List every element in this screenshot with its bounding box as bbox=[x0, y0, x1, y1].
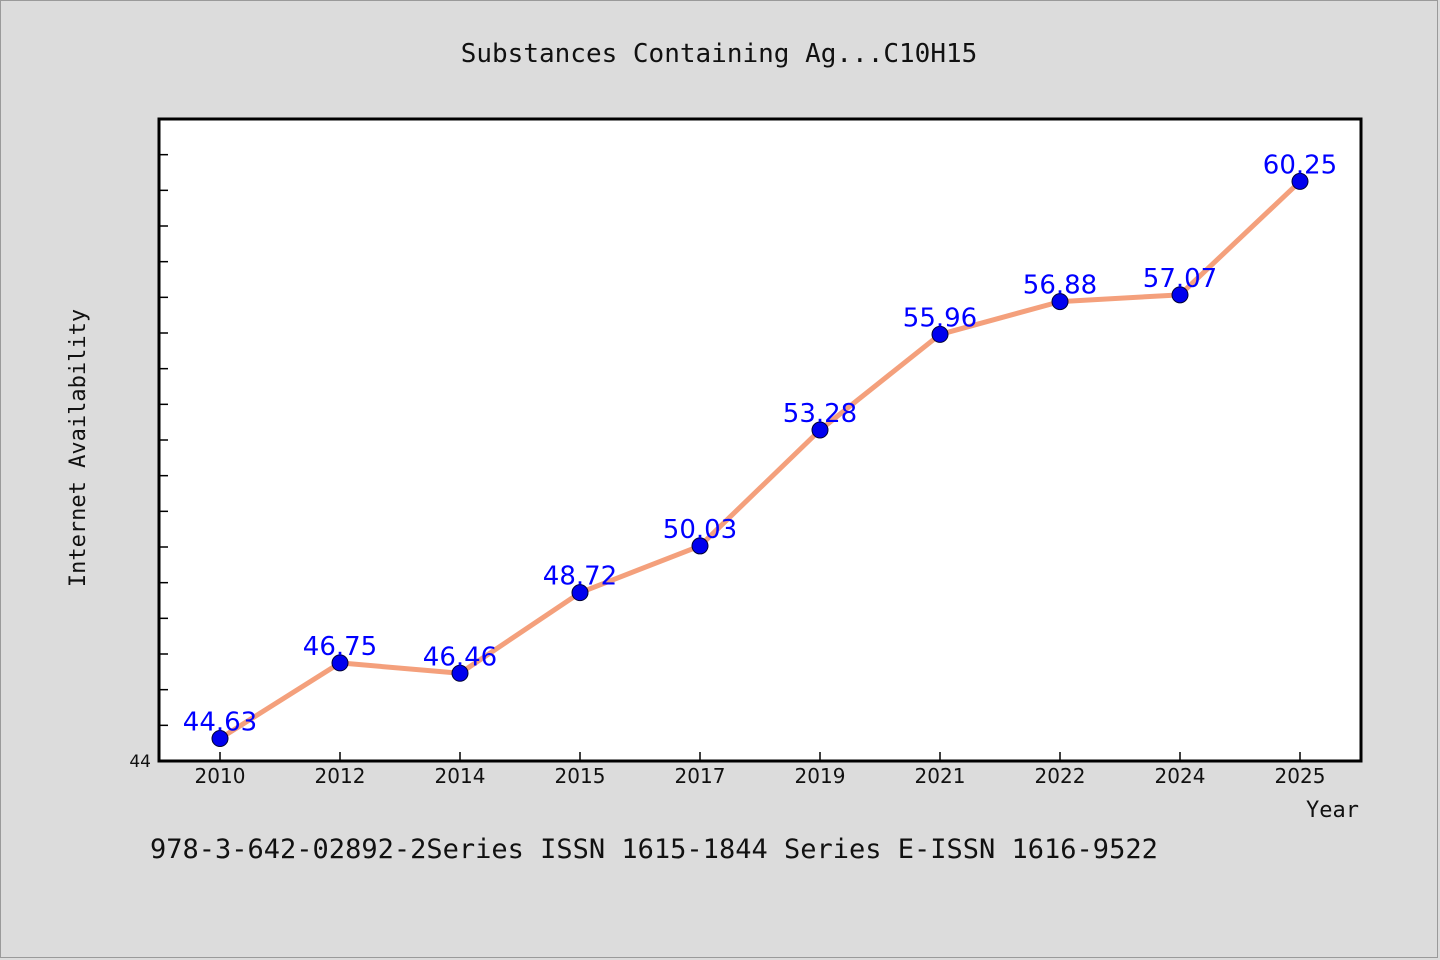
data-label: 60.25 bbox=[1263, 150, 1337, 180]
x-axis-ticks: 2010 2012 2014 2015 2017 2019 2021 2022 2024 2025 bbox=[195, 752, 1326, 788]
data-label: 48.72 bbox=[543, 562, 617, 592]
footnote-isbn: 978-3-642-02892-2Series ISSN 1615-1844 S… bbox=[150, 834, 1158, 865]
plot-area bbox=[157, 117, 1363, 763]
data-label: 44.63 bbox=[183, 708, 257, 738]
data-label: 56.88 bbox=[1023, 271, 1097, 301]
x-tick-label: 2012 bbox=[315, 764, 366, 788]
chart-title: Substances Containing Ag...C10H15 bbox=[461, 39, 978, 69]
data-point bbox=[1051, 293, 1069, 311]
series-line bbox=[217, 178, 1303, 742]
x-tick-label: 2019 bbox=[795, 764, 846, 788]
x-tick-label: 2010 bbox=[195, 764, 246, 788]
x-tick-label: 2021 bbox=[915, 764, 966, 788]
data-point bbox=[691, 537, 709, 555]
data-label: 50.03 bbox=[663, 515, 737, 545]
data-label: 46.46 bbox=[423, 642, 497, 672]
data-label: 55.96 bbox=[903, 303, 977, 333]
data-point bbox=[571, 584, 589, 602]
data-label: 46.75 bbox=[303, 632, 377, 662]
data-point bbox=[811, 421, 829, 439]
data-label: 53.28 bbox=[783, 399, 857, 429]
x-tick-label: 2025 bbox=[1275, 764, 1326, 788]
data-point bbox=[331, 654, 349, 672]
x-axis-label: Year bbox=[1306, 798, 1359, 823]
x-tick-label: 2014 bbox=[435, 764, 486, 788]
data-label: 57.07 bbox=[1143, 264, 1217, 294]
x-tick-label: 2022 bbox=[1035, 764, 1086, 788]
y-axis-label: Internet Availability bbox=[66, 309, 91, 587]
x-tick-label: 2024 bbox=[1155, 764, 1206, 788]
data-point bbox=[451, 664, 469, 682]
data-point bbox=[931, 325, 949, 343]
x-tick-label: 2015 bbox=[555, 764, 606, 788]
y-tick-label: 44 bbox=[129, 752, 151, 772]
data-point bbox=[1171, 286, 1189, 304]
data-point bbox=[211, 730, 229, 748]
data-point bbox=[1291, 172, 1309, 190]
y-axis-ticks bbox=[159, 153, 168, 727]
series-group: 44.63 46.75 46.46 48.72 50.03 53.28 55.96 56.88… bbox=[183, 150, 1337, 748]
x-tick-label: 2017 bbox=[675, 764, 726, 788]
